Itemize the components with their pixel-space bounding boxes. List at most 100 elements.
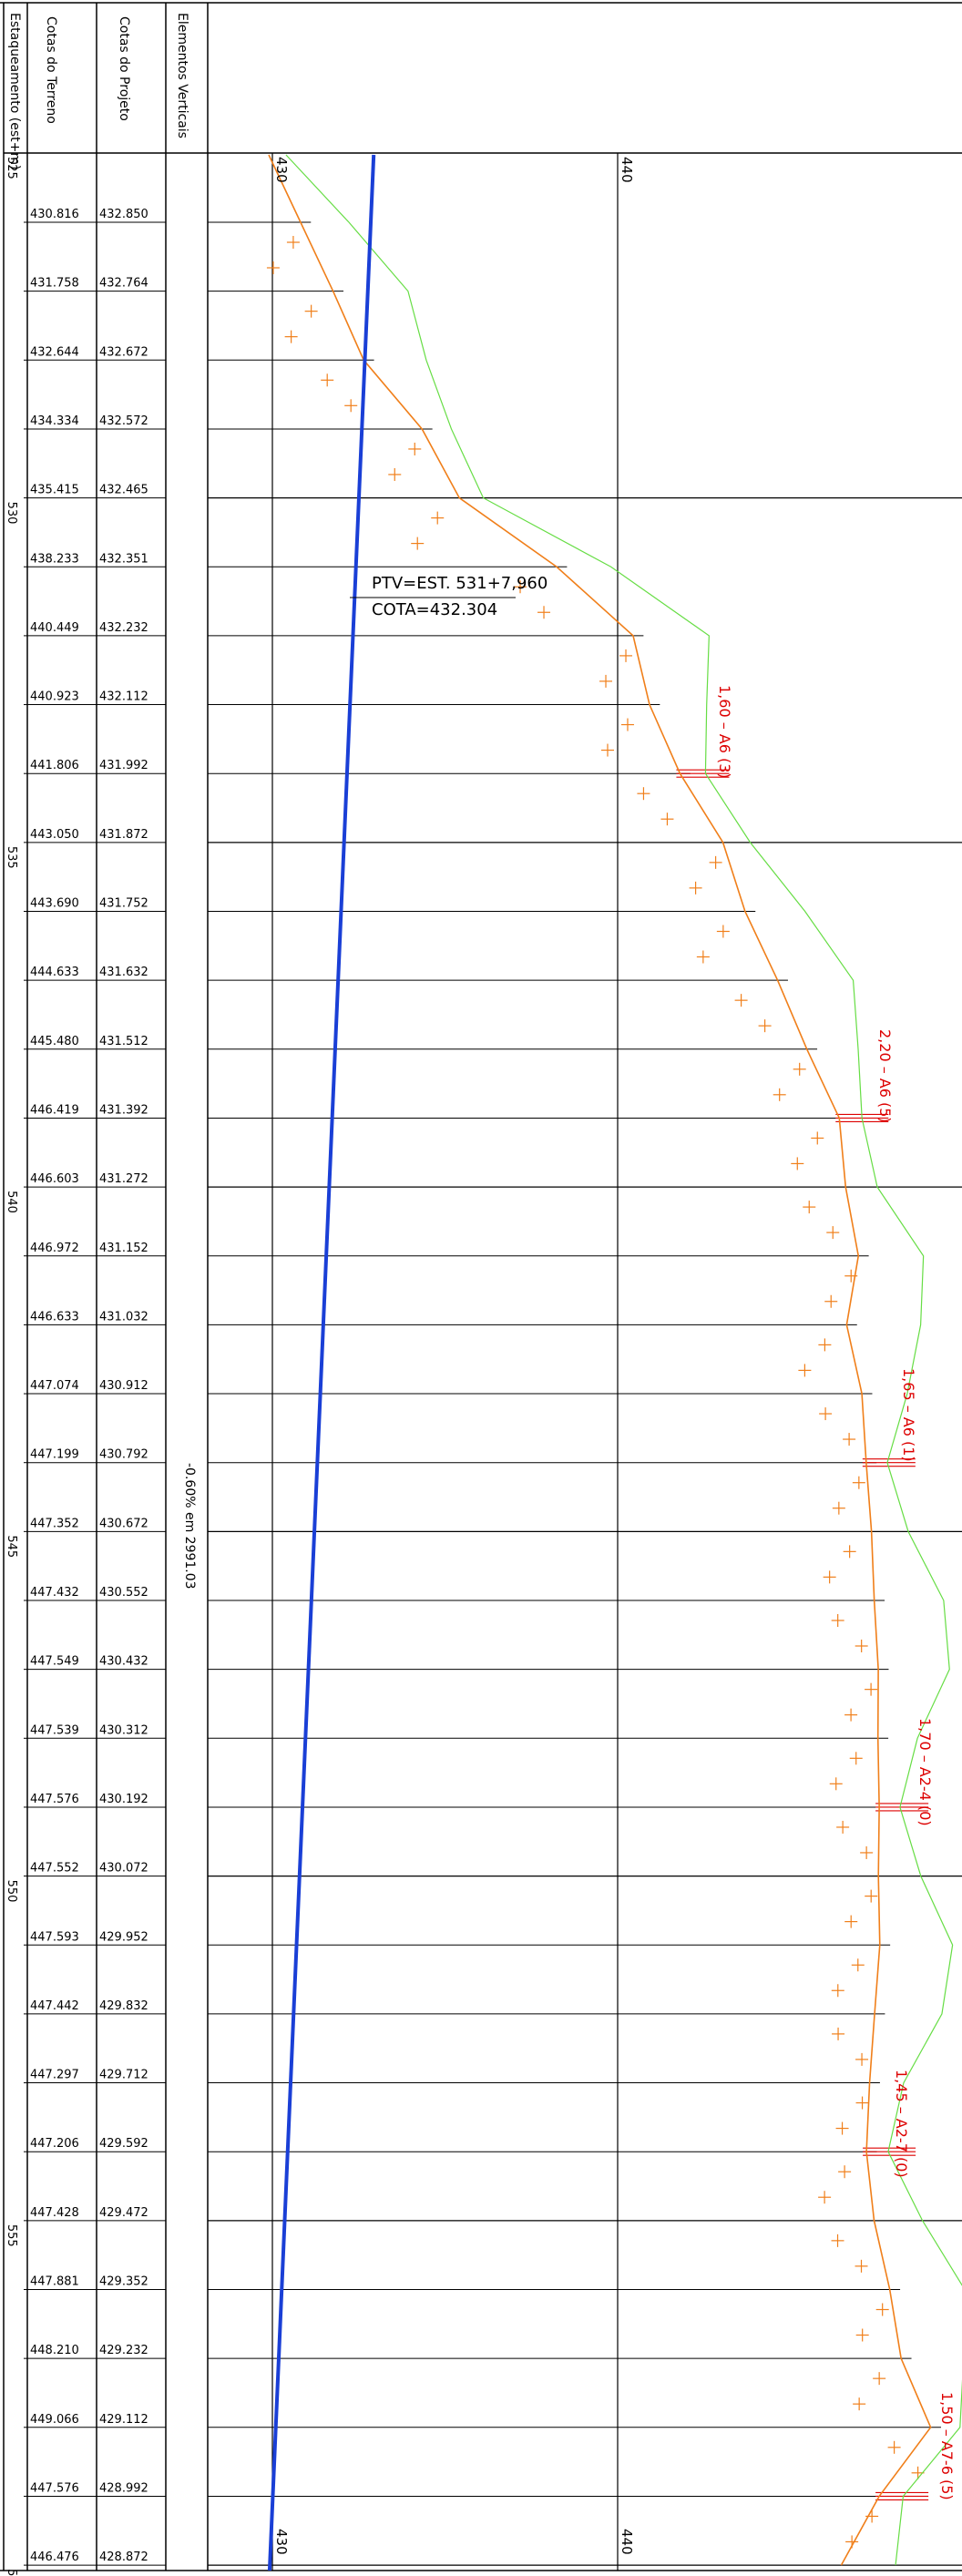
fill-cross-mark — [411, 537, 425, 550]
terrain-polyline — [268, 154, 932, 2566]
soil-labels: 1,60 – A6 (3) 2,20 – A6 (5) 1,65 – A6 (1… — [716, 685, 956, 2500]
project-elevation-cell: 429.712 — [99, 2069, 148, 2082]
fill-cross-mark — [818, 1338, 832, 1352]
project-elevation-cell: 429.592 — [99, 2137, 148, 2151]
project-elevation-cell: 430.072 — [99, 1862, 148, 1876]
fill-cross-mark — [709, 855, 722, 869]
project-elevation-cell: 431.272 — [99, 1172, 148, 1186]
project-elevation-cell: 430.912 — [99, 1379, 148, 1393]
axis-label-430-top: 430 — [273, 157, 290, 183]
fill-cross-mark — [716, 925, 730, 938]
terrain-elevation-cell: 447.549 — [30, 1655, 79, 1669]
station-label: 545 — [5, 1535, 18, 1558]
soil-label-5: 1,45 – A2-7 (0) — [893, 2070, 910, 2178]
fill-cross-mark — [811, 1131, 824, 1145]
project-elevation-cell: 430.432 — [99, 1655, 148, 1669]
terrain-elevation-cell: 441.806 — [30, 759, 79, 772]
terrain-elevation-cell: 445.480 — [30, 1035, 79, 1048]
terrain-elevation-cell: 447.297 — [30, 2069, 79, 2082]
fill-cross-mark — [865, 1682, 878, 1696]
project-elevation-cell: 430.792 — [99, 1448, 148, 1462]
soil-label-2: 2,20 – A6 (5) — [876, 1029, 894, 1123]
fill-cross-mark — [853, 2397, 866, 2411]
terrain-elevation-cell: 430.816 — [30, 208, 79, 221]
fill-cross-mark — [843, 1545, 856, 1559]
terrain-elevation-cell: 434.334 — [30, 414, 79, 428]
grade-label: -0.60% em 2991.03 — [182, 1463, 197, 1590]
axis-labels: 430 440 430 440 — [273, 157, 635, 2555]
fill-cross-mark — [849, 1752, 863, 1765]
terrain-elevation-cell: 443.050 — [30, 828, 79, 842]
fill-cross-mark — [832, 2027, 845, 2040]
ptv-annotation: PTV=EST. 531+7,960 COTA=432.304 — [350, 574, 548, 619]
fill-cross-mark — [734, 994, 748, 1007]
fill-cross-mark — [875, 2303, 889, 2316]
terrain-elevation-cell: 446.419 — [30, 1103, 79, 1117]
fill-cross-mark — [321, 373, 334, 387]
terrain-elevation-cell: 444.633 — [30, 966, 79, 979]
fill-cross-mark — [660, 813, 674, 826]
project-elevation-cell: 431.512 — [99, 1035, 148, 1048]
project-elevation-cell: 431.752 — [99, 897, 148, 911]
project-elevation-cell: 428.872 — [99, 2550, 148, 2564]
terrain-elevation-cell: 447.428 — [30, 2206, 79, 2220]
fill-cross-mark — [537, 606, 551, 619]
fill-cross-mark — [860, 1845, 874, 1859]
project-elevation-cell: 432.351 — [99, 552, 148, 566]
fill-cross-mark — [388, 467, 402, 481]
soil-label-1: 1,60 – A6 (3) — [716, 685, 733, 779]
terrain-elevation-cell: 446.476 — [30, 2550, 79, 2564]
fill-cross-mark — [855, 2096, 869, 2110]
station-label: 530 — [5, 502, 18, 525]
terrain-elevation-cell: 447.442 — [30, 1999, 79, 2013]
soil-sample-mark — [875, 1803, 929, 1812]
fill-cross-mark — [344, 399, 358, 413]
fill-cross-mark — [826, 1226, 840, 1240]
fill-cross-mark — [852, 1476, 865, 1489]
fill-cross-mark — [819, 1407, 833, 1421]
header-cotas-projeto: Cotas do Projeto — [117, 16, 131, 121]
fill-cross-mark — [829, 1777, 843, 1791]
terrain-elevation-cell: 447.576 — [30, 1793, 79, 1806]
project-elevation-cell: 430.192 — [99, 1793, 148, 1806]
fill-cross-mark — [514, 580, 527, 594]
terrain-elevation-cell: 449.066 — [30, 2413, 79, 2427]
project-elevation-cell: 431.992 — [99, 759, 148, 772]
project-elevation-cell: 428.992 — [99, 2481, 148, 2495]
fill-cross-mark — [689, 881, 702, 894]
project-elevation-cell: 430.312 — [99, 1723, 148, 1737]
fill-cross-mark — [599, 674, 613, 688]
terrain-elevation-cell: 447.539 — [30, 1723, 79, 1737]
project-elevation-cell: 431.152 — [99, 1242, 148, 1255]
fill-cross-marks — [266, 236, 925, 2549]
fill-cross-mark — [620, 718, 634, 731]
project-elevation-cell: 432.672 — [99, 345, 148, 359]
terrain-elevation-cell: 447.552 — [30, 1862, 79, 1876]
terrain-elevation-cell: 447.576 — [30, 2481, 79, 2495]
station-label: 535 — [5, 846, 18, 869]
elevation-table: 430.816 432.850 431.758 432.764 432.644 432.6… — [24, 208, 166, 2566]
header-labels: Estaqueamento (est+m) Cotas do Terreno C… — [7, 13, 189, 169]
station-labels: 525 530 535 540 545 550 555 560 — [5, 157, 18, 2576]
station-label: 525 — [5, 157, 18, 179]
project-elevation-cell: 432.232 — [99, 621, 148, 635]
header-elementos-verticais: Elementos Verticais — [175, 13, 189, 138]
fill-cross-mark — [887, 2440, 901, 2454]
terrain-line — [268, 154, 932, 2566]
terrain-elevation-cell: 448.210 — [30, 2344, 79, 2357]
project-elevation-cell: 429.832 — [99, 1999, 148, 2013]
project-grade-line — [267, 154, 376, 2571]
fill-cross-mark — [798, 1364, 812, 1377]
project-elevation-cell: 432.112 — [99, 690, 148, 704]
project-elevation-cell: 432.850 — [99, 208, 148, 221]
project-elevation-cell: 429.112 — [99, 2413, 148, 2427]
terrain-elevation-cell: 447.206 — [30, 2137, 79, 2151]
project-elevation-cell: 432.572 — [99, 414, 148, 428]
fill-cross-mark — [696, 950, 710, 964]
axis-label-430-bottom: 430 — [273, 2529, 290, 2555]
soil-label-4: 1,70 – A2-4 (0) — [916, 1718, 934, 1826]
fill-cross-mark — [758, 1019, 772, 1033]
fill-cross-mark — [831, 1614, 844, 1627]
